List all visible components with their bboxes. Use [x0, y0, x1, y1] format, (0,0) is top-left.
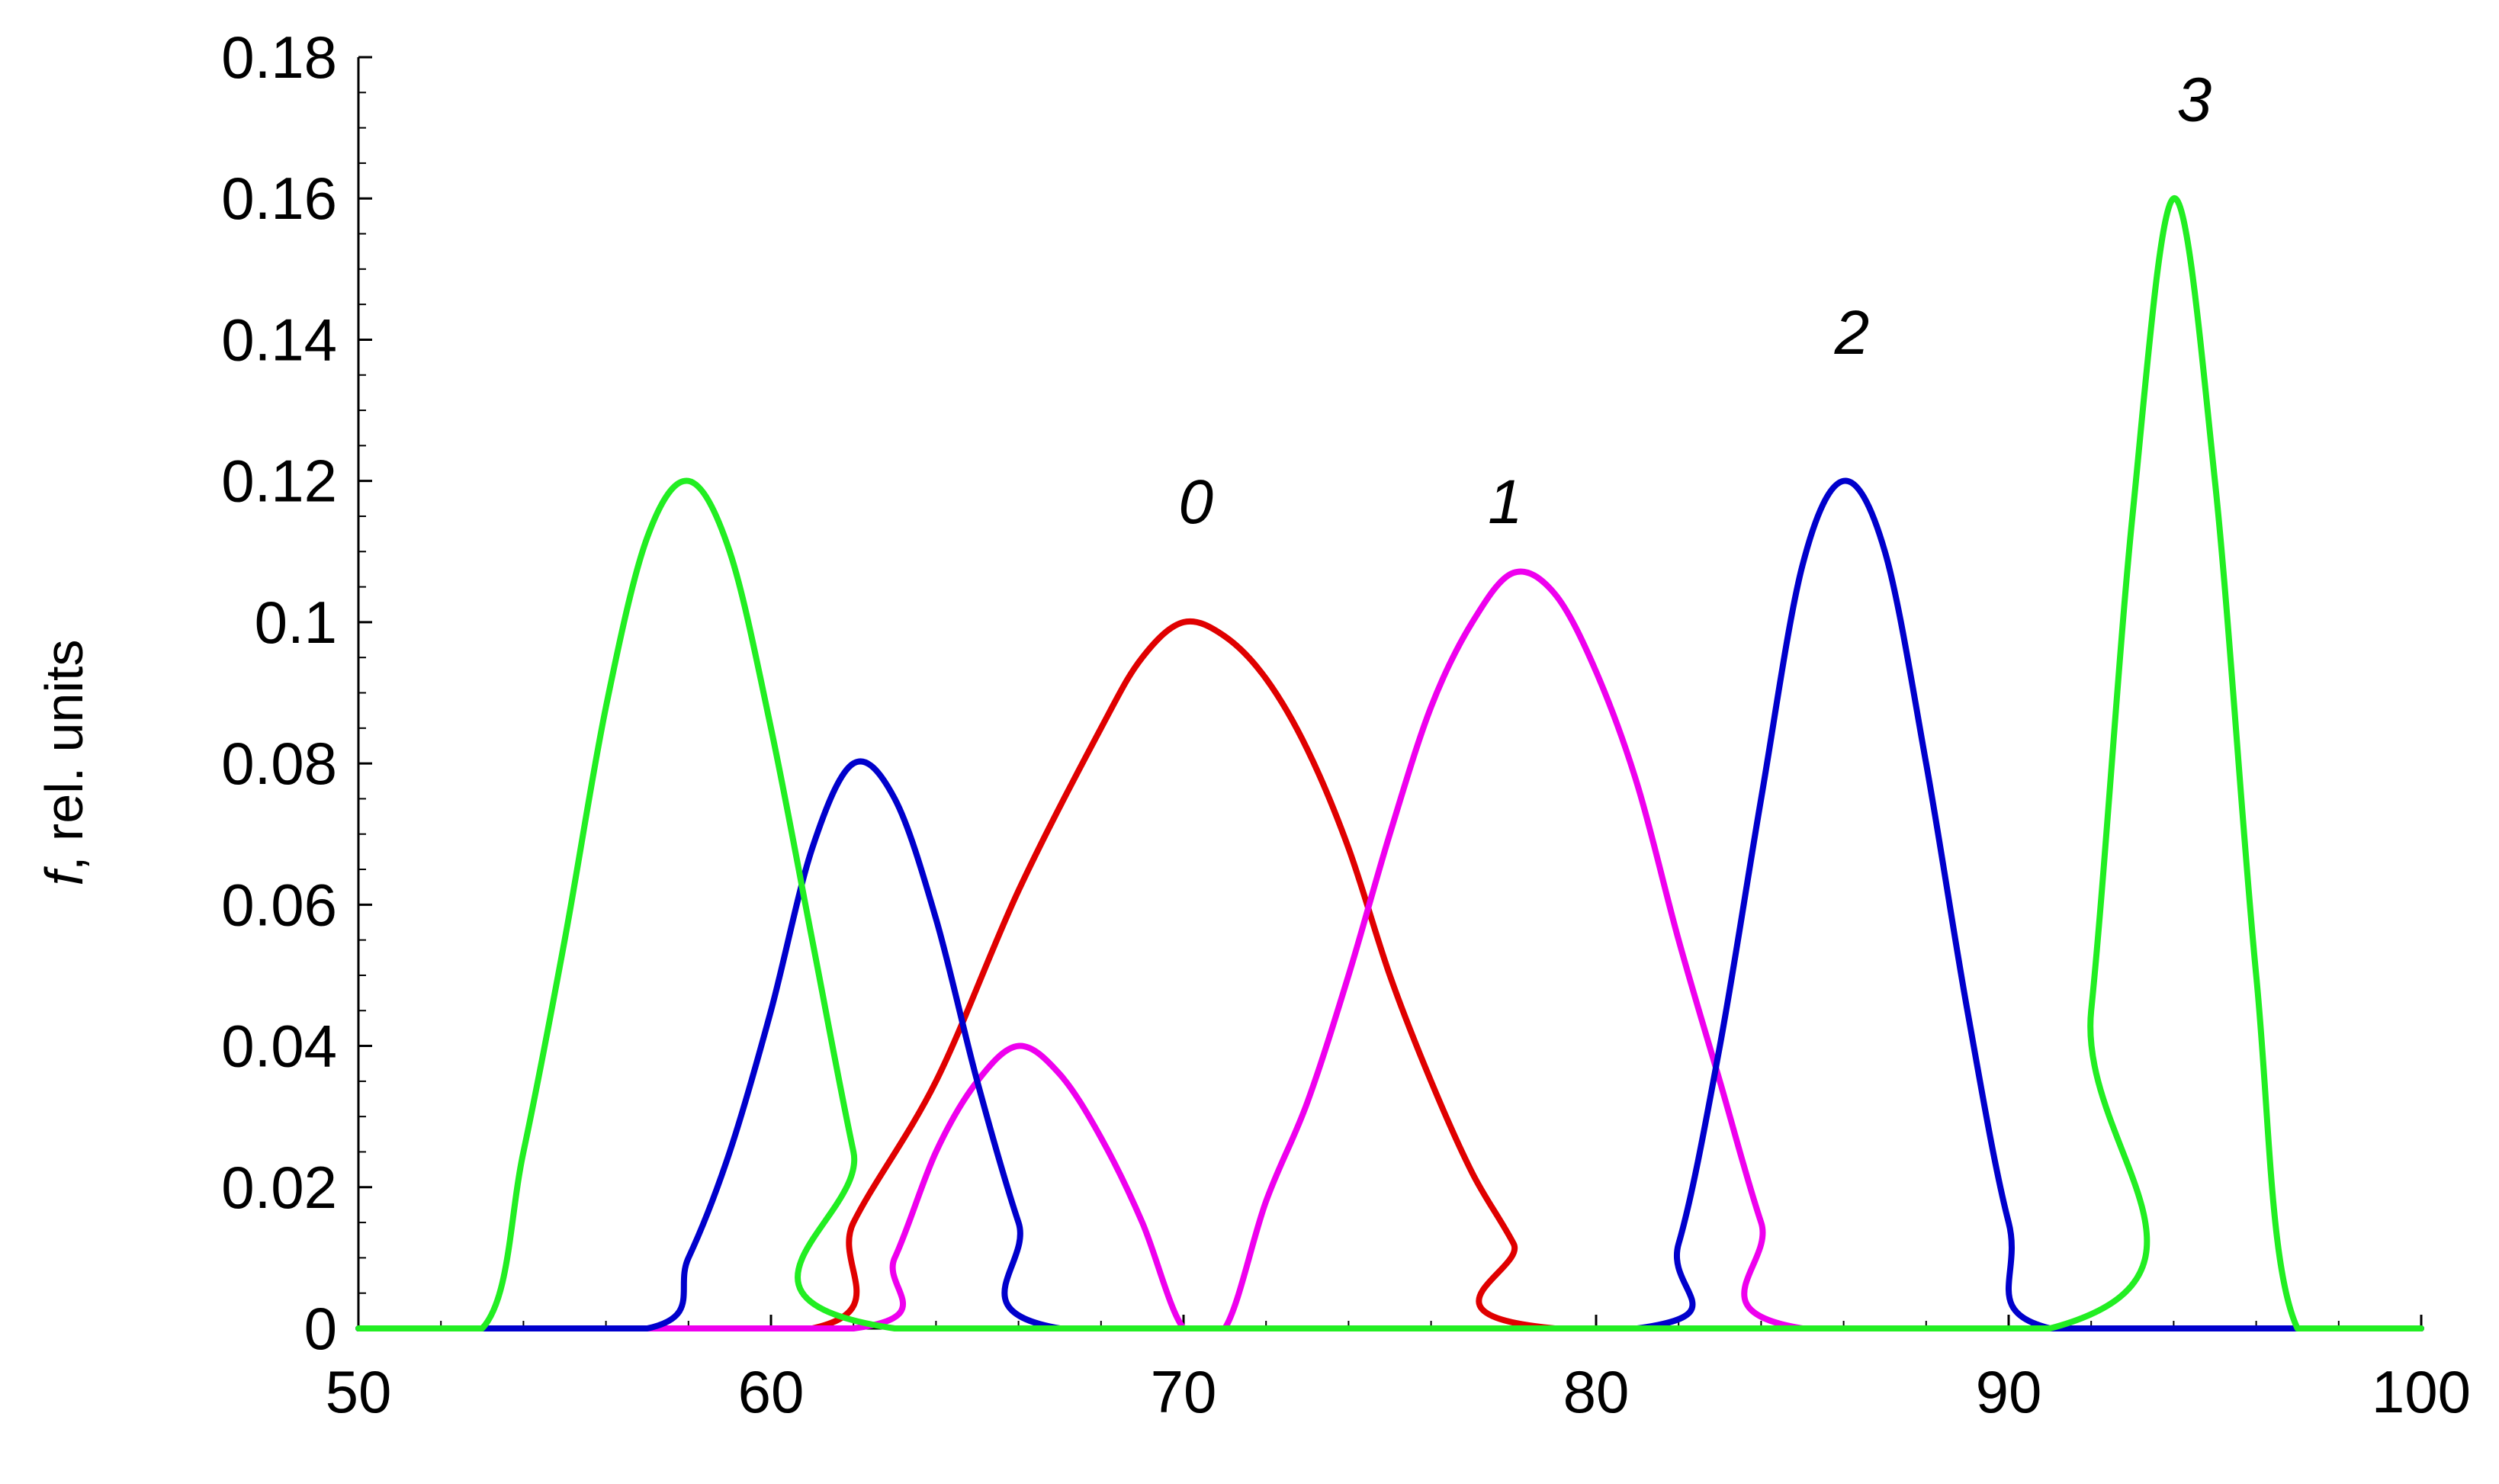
series-red-curve	[355, 618, 2424, 1332]
curve-labels: 0 1 2 3	[1178, 65, 2212, 537]
axes: 0 0.02 0.04 0.06 0.08 0.1 0.12 0.14 0.16 0.18 50 60…	[221, 24, 2471, 1425]
y-tick-label: 0.08	[221, 730, 337, 797]
x-tick-label: 50	[326, 1358, 392, 1425]
curves	[355, 195, 2424, 1332]
curve-label-2: 2	[1834, 298, 1870, 368]
y-tick-label: 0.04	[221, 1013, 337, 1080]
series-green-curve	[355, 195, 2424, 1332]
x-tick-label: 60	[738, 1358, 805, 1425]
y-tick-label: 0.16	[221, 165, 337, 232]
x-tick-label: 100	[2372, 1358, 2471, 1425]
y-tick-label: 0.02	[221, 1154, 337, 1221]
y-tick-label: 0.18	[221, 24, 337, 91]
y-axis-title: f, rel. units	[34, 640, 94, 886]
x-tick-label: 80	[1563, 1358, 1630, 1425]
curve-label-0: 0	[1178, 467, 1213, 537]
y-tick-label: 0	[304, 1295, 337, 1362]
y-axis-title-text: , rel. units	[34, 640, 94, 871]
series-magenta-curve	[355, 568, 2424, 1332]
y-tick-label: 0.1	[255, 589, 337, 656]
x-tick-label: 70	[1151, 1358, 1217, 1425]
y-tick-label: 0.12	[221, 448, 337, 515]
curve-label-3: 3	[2177, 65, 2212, 134]
y-tick-label: 0.14	[221, 306, 337, 373]
y-tick-label: 0.06	[221, 871, 337, 938]
curve-label-1: 1	[1488, 467, 1523, 537]
x-tick-label: 90	[1976, 1358, 2042, 1425]
series-blue-curve	[355, 477, 2424, 1332]
